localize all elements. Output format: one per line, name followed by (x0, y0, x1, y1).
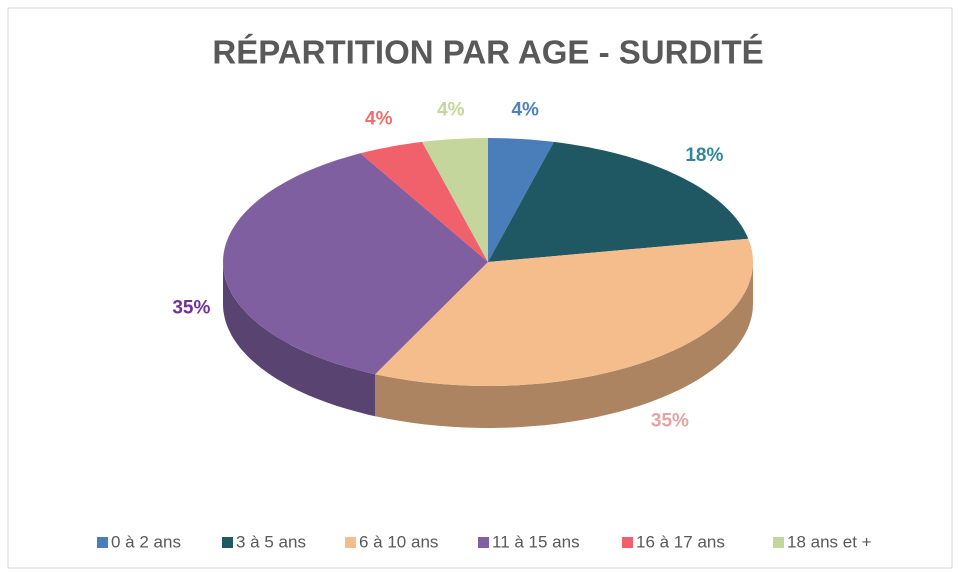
legend-marker (222, 537, 233, 548)
legend-marker (478, 537, 489, 548)
pie-side (375, 262, 753, 428)
legend-marker (773, 537, 784, 548)
data-label: 4% (511, 99, 539, 120)
chart-title: RÉPARTITION PAR AGE - SURDITÉ (212, 34, 763, 71)
pie-slice (375, 238, 753, 386)
pie-slice (360, 141, 488, 262)
legend-label: 16 à 17 ans (636, 532, 725, 551)
data-label: 18% (685, 145, 723, 166)
pie-slice (422, 138, 488, 262)
pie-slice (223, 153, 488, 375)
legend-label: 11 à 15 ans (492, 532, 580, 551)
legend-label: 3 à 5 ans (236, 532, 306, 551)
legend-label: 18 ans et + (787, 532, 872, 551)
pie-side (223, 262, 376, 417)
data-label: 35% (172, 298, 210, 319)
legend-label: 0 à 2 ans (111, 532, 181, 551)
legend-marker (345, 537, 356, 548)
legend-label: 6 à 10 ans (359, 532, 438, 551)
data-label: 35% (651, 411, 689, 432)
legend-marker (622, 537, 633, 548)
data-label: 4% (437, 99, 465, 120)
data-label: 4% (365, 109, 393, 130)
pie-slice (488, 138, 554, 262)
legend-marker (97, 537, 108, 548)
pie-slice (488, 141, 749, 262)
